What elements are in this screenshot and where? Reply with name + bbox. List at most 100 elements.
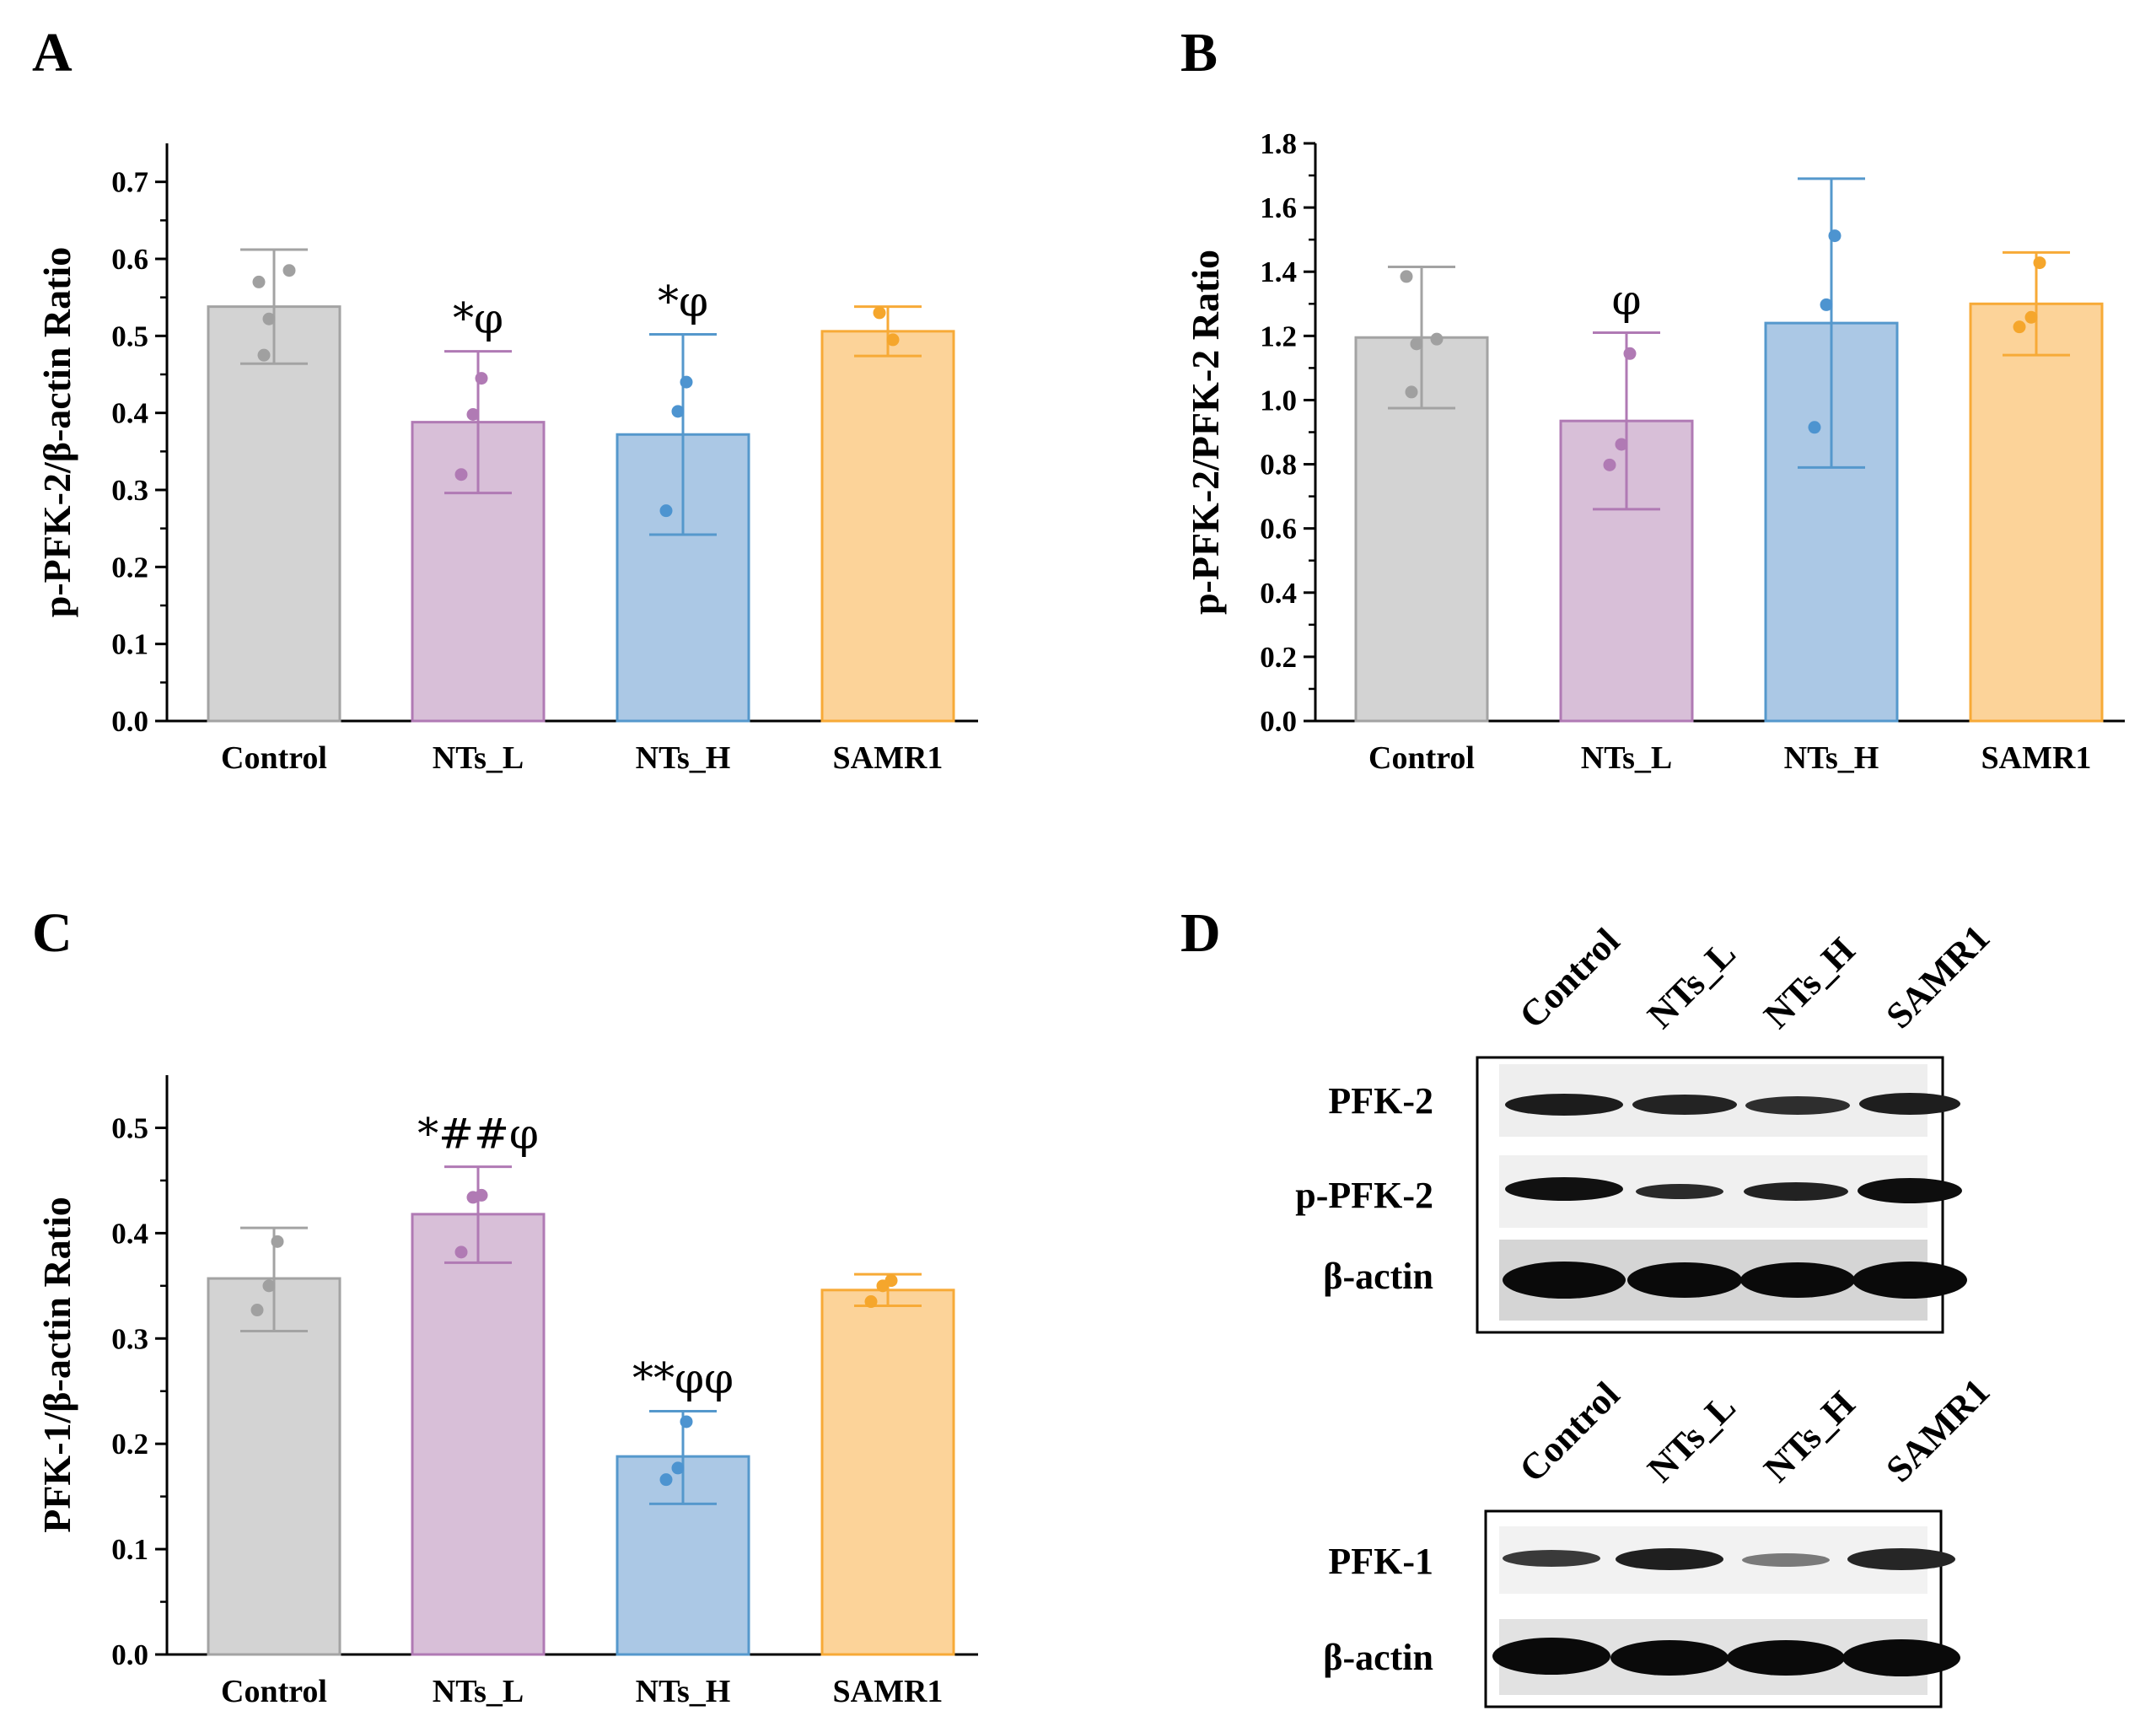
bar-control	[207, 1277, 341, 1656]
significance-label-nts-l: φ	[1611, 276, 1641, 325]
y-axis-title: p-PFK-2/PFK-2 Ratio	[1184, 250, 1227, 615]
data-point-samr1	[864, 1295, 878, 1309]
data-point-nts-l	[466, 1191, 480, 1204]
x-tick-label-samr1: SAMR1	[833, 1674, 944, 1709]
data-point-samr1	[876, 1279, 890, 1293]
data-point-control	[262, 312, 276, 325]
panel-letter-c: C	[32, 902, 73, 964]
band-pfk1-nts-l	[1616, 1548, 1723, 1570]
x-tick-label-nts-l: NTs_L	[433, 1674, 524, 1709]
bar-nts-l	[411, 1213, 546, 1656]
data-point-nts-l	[466, 407, 480, 421]
x-tick-label-control: Control	[221, 740, 327, 776]
blot-bottom-lane-samr1: SAMR1	[1878, 1370, 1997, 1490]
band-pfk2-control	[1505, 1094, 1623, 1116]
blot-top-lane-nts-h: NTs_H	[1755, 929, 1863, 1036]
data-point-nts-l	[454, 1245, 468, 1259]
y-tick-label: 0.4	[111, 397, 148, 430]
panel-letter-d: D	[1180, 902, 1221, 964]
band-p-pfk2-nts-l	[1636, 1184, 1723, 1199]
band-beta-actin-bottom-nts-h	[1727, 1640, 1845, 1676]
blot-top-lane-control: Control	[1511, 920, 1627, 1036]
data-point-control	[257, 348, 271, 362]
data-point-nts-h	[671, 1461, 685, 1475]
data-point-nts-h	[659, 1473, 673, 1487]
y-tick-label: 0.2	[1260, 641, 1297, 674]
x-tick-label-control: Control	[221, 1674, 327, 1709]
y-tick-label: 0.7	[111, 166, 148, 199]
x-tick-label-samr1: SAMR1	[833, 740, 944, 776]
data-point-samr1	[873, 306, 886, 320]
data-point-control	[282, 264, 296, 277]
y-tick-label: 0.8	[1260, 449, 1297, 482]
band-beta-actin-bottom-control	[1492, 1638, 1610, 1675]
x-tick-label-nts-h: NTs_H	[636, 1674, 731, 1709]
data-point-nts-l	[475, 372, 488, 385]
data-point-control	[1430, 332, 1444, 346]
data-point-control	[250, 1304, 264, 1317]
x-tick-label-nts-l: NTs_L	[433, 740, 524, 776]
data-point-samr1	[886, 333, 900, 347]
band-pfk2-nts-l	[1632, 1095, 1737, 1115]
y-axis-title: p-PFK-2/β-actin Ratio	[35, 247, 78, 617]
significance-label-nts-l: *φ	[453, 294, 503, 343]
band-pfk1-control	[1503, 1550, 1600, 1567]
chart-b: 0.0 0.2 0.4 0.6 0.8 1.0 1.2 1.4 1.6 1.8 p-PFK-2/PF…	[1184, 127, 2125, 776]
blot-top-lane-samr1: SAMR1	[1878, 917, 1997, 1036]
band-p-pfk2-nts-h	[1744, 1182, 1848, 1201]
data-point-control	[271, 1235, 284, 1248]
x-tick-label-nts-h: NTs_H	[1784, 740, 1879, 776]
data-point-nts-h	[1820, 298, 1833, 311]
blot-bottom-frame	[1484, 1509, 1943, 1708]
data-point-nts-l	[1615, 438, 1628, 451]
data-point-samr1	[2024, 310, 2038, 324]
y-tick-label: 1.8	[1260, 127, 1297, 160]
data-point-control	[1410, 337, 1423, 351]
band-p-pfk2-control	[1505, 1177, 1623, 1201]
band-beta-actin-bottom-samr1	[1842, 1639, 1960, 1676]
band-pfk1-nts-h	[1742, 1553, 1830, 1567]
significance-label-nts-h: **φφ	[632, 1353, 734, 1402]
panel-letter-b: B	[1180, 22, 1218, 83]
data-point-nts-h	[659, 504, 673, 518]
y-tick-label: 0.1	[111, 628, 148, 661]
y-tick-label: 0.6	[1260, 513, 1297, 546]
band-beta-actin-top-nts-h	[1740, 1262, 1855, 1298]
y-tick-label: 1.4	[1260, 256, 1297, 288]
chart-a: 0.0 0.1 0.2 0.3 0.4 0.5 0.6 0.7 p-PFK-2/β-actin …	[35, 143, 978, 776]
blot-row-label-pfk2: PFK-2	[1328, 1080, 1433, 1122]
data-point-samr1	[2013, 320, 2026, 334]
y-tick-label: 0.6	[111, 243, 148, 276]
y-tick-label: 0.4	[1260, 577, 1297, 610]
bar-samr1	[1969, 302, 2104, 723]
data-point-control	[252, 275, 266, 288]
data-point-control	[1400, 270, 1413, 283]
chart-c: 0.0 0.1 0.2 0.3 0.4 0.5 PFK-1/β-actin Ratio Con…	[35, 1075, 978, 1709]
data-point-nts-h	[1828, 229, 1841, 243]
y-tick-label: 1.6	[1260, 191, 1297, 224]
bar-samr1	[820, 1289, 955, 1656]
significance-label-nts-h: *φ	[658, 277, 708, 326]
significance-label-nts-l: *##φ	[417, 1110, 539, 1159]
band-pfk2-nts-h	[1745, 1096, 1850, 1115]
y-axis-title: PFK-1/β-actin Ratio	[35, 1197, 78, 1533]
y-tick-label: 0.5	[111, 1111, 148, 1144]
band-pfk2-samr1	[1859, 1093, 1960, 1115]
band-beta-actin-top-nts-l	[1627, 1262, 1742, 1298]
blot-bottom-lane-nts-l: NTs_L	[1639, 1386, 1743, 1490]
y-tick-label: 0.4	[111, 1217, 148, 1250]
data-point-nts-h	[680, 375, 693, 389]
data-point-control	[262, 1279, 276, 1293]
x-tick-label-nts-h: NTs_H	[636, 740, 731, 776]
data-point-control	[1405, 385, 1418, 399]
y-tick-label: 0.0	[1260, 705, 1297, 738]
band-p-pfk2-samr1	[1858, 1178, 1962, 1203]
y-tick-label: 0.0	[111, 1638, 148, 1671]
y-tick-label: 0.2	[111, 551, 148, 584]
blot-row-label-pfk1: PFK-1	[1328, 1541, 1433, 1582]
band-beta-actin-top-control	[1503, 1262, 1626, 1299]
western-blot: Control NTs_L NTs_H SAMR1 PFK-2 p-PFK-2 …	[1295, 917, 1997, 1708]
data-point-nts-h	[680, 1415, 693, 1428]
data-point-nts-l	[1623, 347, 1637, 360]
